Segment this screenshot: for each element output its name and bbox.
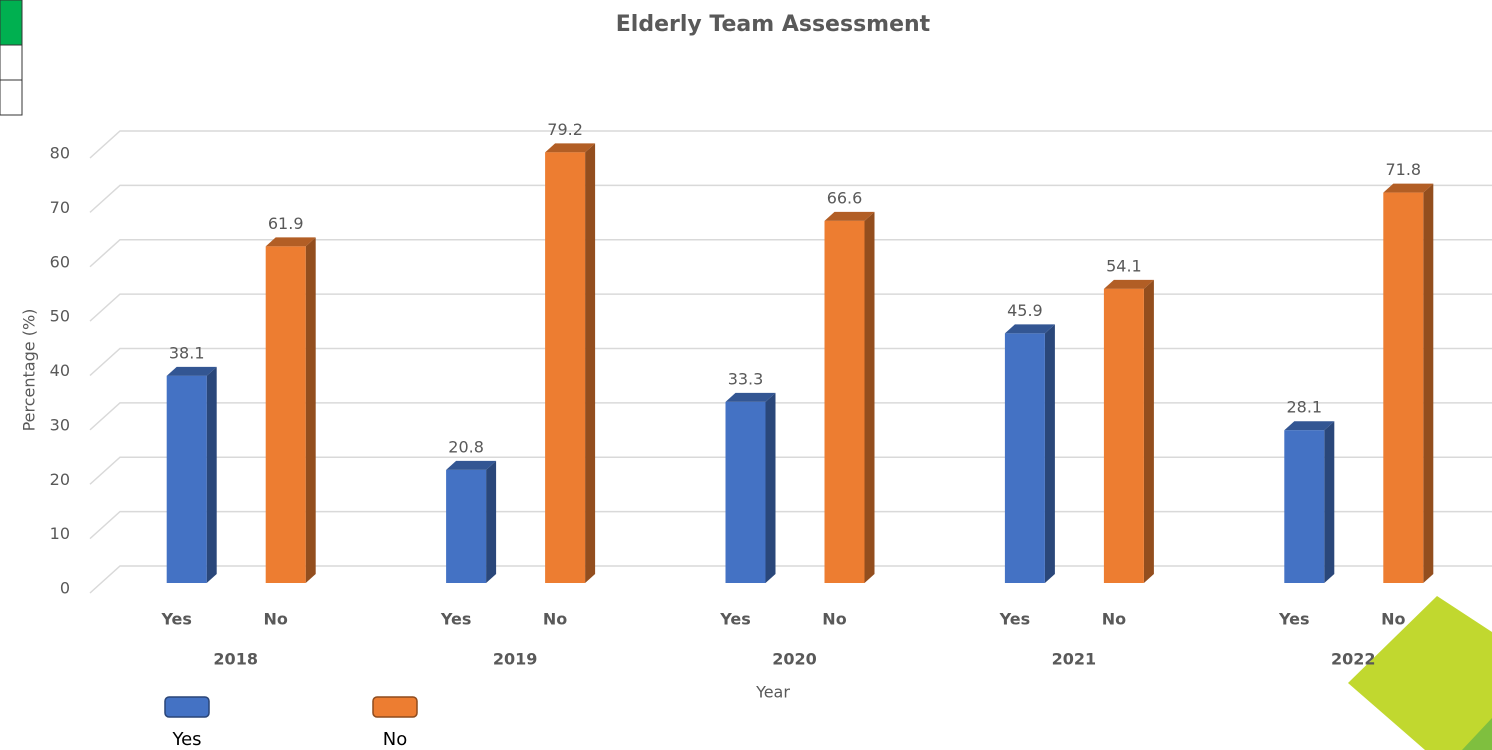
bar [1284, 421, 1335, 583]
data-label: 79.2 [547, 120, 583, 139]
corner-decoration [0, 44, 23, 81]
data-label: 54.1 [1106, 256, 1142, 275]
data-label: 66.6 [827, 188, 863, 207]
data-label: 28.1 [1286, 398, 1322, 417]
bar-front [1284, 430, 1325, 583]
bar-side [585, 143, 596, 583]
category-label: 2019 [493, 650, 538, 669]
y-tick-label: 0 [60, 579, 70, 598]
bar-side [1143, 279, 1154, 583]
sub-category-label: Yes [719, 610, 751, 629]
category-label: 2020 [772, 650, 817, 669]
bar-side [206, 366, 217, 583]
bar-top [824, 211, 875, 221]
category-label: 2021 [1052, 650, 1097, 669]
sub-category-label: No [543, 610, 567, 629]
bar-top [446, 460, 497, 470]
data-label: 71.8 [1385, 160, 1421, 179]
corner-decoration [1462, 718, 1492, 750]
legend-swatch [164, 696, 210, 718]
category-label: 2018 [213, 650, 258, 669]
bar-front [1103, 288, 1144, 583]
bar-front [1383, 192, 1424, 583]
corner-decoration [1348, 596, 1492, 750]
sub-category-label: Yes [999, 610, 1031, 629]
legend-swatch [372, 696, 418, 718]
sub-category-label: No [1102, 610, 1126, 629]
bar-top [166, 366, 217, 376]
bar-side [486, 460, 497, 583]
bar-front [545, 152, 586, 583]
category-label: 2022 [1331, 650, 1376, 669]
bar [545, 143, 596, 583]
bar [265, 237, 316, 583]
chart-title: Elderly Team Assessment [616, 12, 931, 37]
bars [166, 143, 1434, 584]
bar-front [265, 246, 306, 583]
y-tick-label: 40 [50, 361, 70, 380]
bar [824, 211, 875, 584]
bar-top [1004, 324, 1055, 334]
sub-category-label: Yes [440, 610, 472, 629]
data-label: 45.9 [1007, 301, 1043, 320]
data-label: 20.8 [448, 437, 484, 456]
bar-front [1004, 333, 1045, 583]
corner-decoration [0, 79, 23, 116]
bar-top [725, 392, 776, 402]
bar [1383, 183, 1434, 583]
sub-category-label: No [822, 610, 846, 629]
legend-label: No [383, 729, 407, 750]
y-tick-label: 80 [50, 144, 70, 163]
sub-category-label: Yes [1278, 610, 1310, 629]
bar [1103, 279, 1154, 583]
bar-side [765, 392, 776, 583]
y-tick-label: 10 [50, 524, 70, 543]
bar-top [265, 237, 316, 247]
bar-side [1423, 183, 1434, 583]
bar [1004, 324, 1055, 583]
y-tick-label: 20 [50, 470, 70, 489]
bar-top [1103, 279, 1154, 289]
bar [446, 460, 497, 583]
data-label: 61.9 [268, 214, 304, 233]
sub-category-label: No [1381, 610, 1405, 629]
x-axis-title: Year [755, 683, 790, 702]
grid-line [89, 239, 1492, 268]
data-label: 38.1 [169, 343, 205, 362]
y-tick-label: 50 [50, 307, 70, 326]
bar [725, 392, 776, 583]
sub-category-label: Yes [160, 610, 192, 629]
grid-line [89, 293, 1492, 322]
y-axis-title: Percentage (%) [20, 309, 39, 432]
bar-top [1284, 421, 1335, 431]
corner-decoration [0, 0, 23, 46]
bar-side [864, 211, 875, 584]
bar-side [1044, 324, 1055, 583]
bar-top [1383, 183, 1434, 193]
grid-line [89, 184, 1492, 213]
grid-line [89, 130, 1492, 159]
bar-front [824, 220, 865, 584]
bar-front [166, 375, 207, 583]
bar [166, 366, 217, 583]
y-tick-label: 70 [50, 198, 70, 217]
sub-category-label: No [264, 610, 288, 629]
data-label: 33.3 [728, 369, 764, 388]
bar-front [725, 401, 766, 583]
bar-side [305, 237, 316, 583]
bar-front [446, 469, 487, 583]
bar-side [1324, 421, 1335, 583]
bar-top [545, 143, 596, 153]
y-tick-label: 30 [50, 415, 70, 434]
legend-label: Yes [171, 729, 201, 750]
y-tick-label: 60 [50, 252, 70, 271]
